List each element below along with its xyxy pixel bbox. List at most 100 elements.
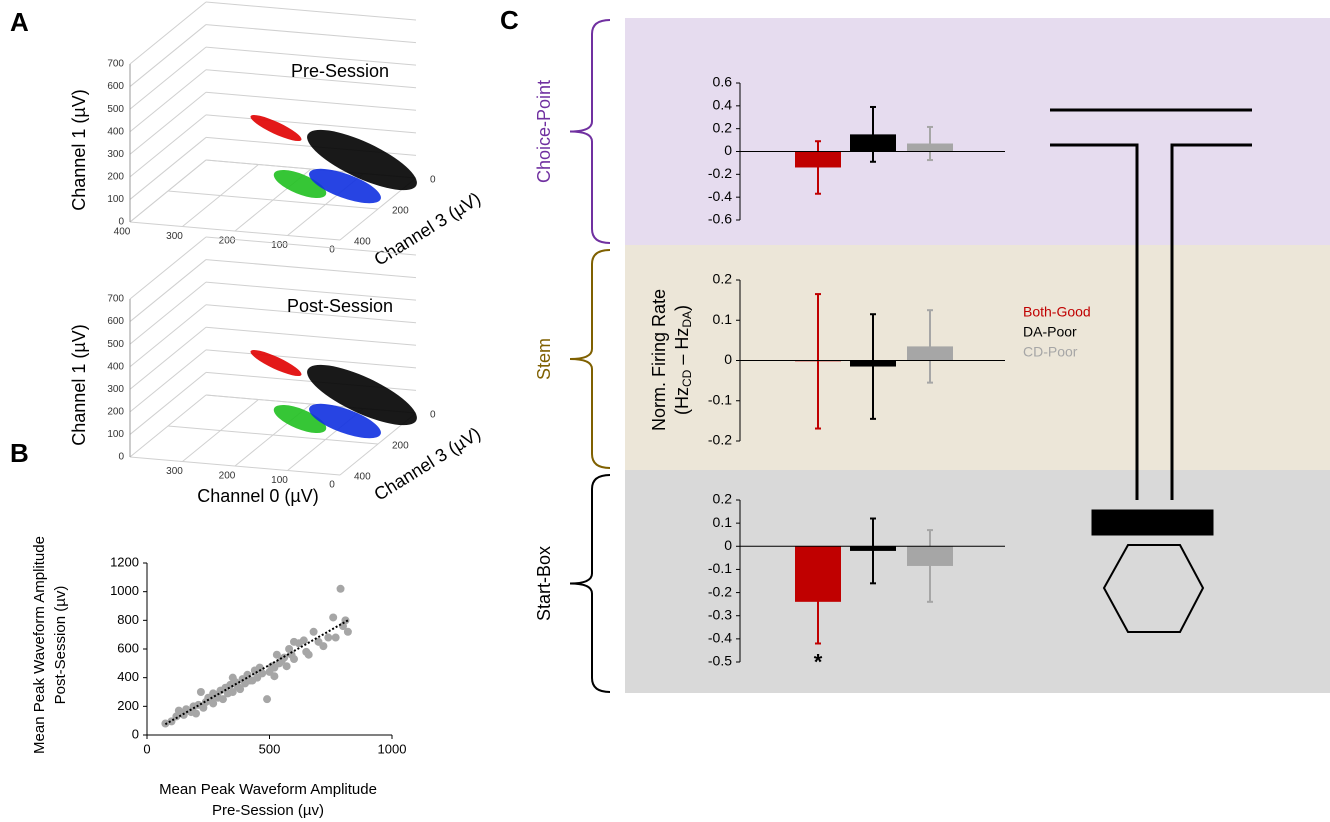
y-tick-label: -0.4 [708,188,732,204]
legend-entry: Both-Good [1023,304,1091,320]
y-tick-label: -0.2 [708,165,732,181]
point-cloud [250,349,302,377]
stem-region [625,245,1330,470]
grid-line [205,304,417,324]
y-tick-label: 0 [724,142,732,158]
annotation: * [814,649,823,674]
grid-line [205,1,417,21]
y-axis-label: (HzCD – HzDA) [672,305,694,415]
region-label: Start-Box [534,546,554,621]
x-axis-label: Pre-Session (µv) [212,802,324,819]
z-tick-label: 500 [107,104,124,115]
y-tick-label: -0.4 [708,630,732,646]
y-axis-label: Channel 3 (µV) [371,188,485,269]
y-axis-label: Norm. Firing Rate [649,289,669,431]
region-bracket [569,19,611,244]
point-cloud [309,403,381,439]
z-tick-label: 200 [107,406,124,417]
grid-line [129,114,207,178]
legend-entry: CD-Poor [1023,344,1078,360]
z-tick-label: 400 [107,361,124,372]
grid-line [129,69,207,133]
panel-label: A [10,7,29,37]
grid-line [129,372,207,435]
grid-line [129,137,207,200]
plot-3d: 0 100 200 300 400 500 600 700 300 200 100 0 0 200 400 P… [69,236,485,506]
choice-point-region [625,18,1330,245]
grid-line [205,114,417,134]
y-tick-label: 200 [392,441,409,452]
x-tick-label: 0 [329,245,335,256]
point-cloud [273,170,327,198]
z-tick-label: 500 [107,339,124,350]
z-tick-label: 400 [107,126,124,137]
y-tick-label: -0.2 [708,583,732,599]
x-axis-label: Channel 0 (µV) [197,486,318,506]
x-tick-label: 200 [219,471,236,482]
y-tick-label: -0.5 [708,653,732,669]
grid-line [129,281,207,345]
point [228,673,237,682]
z-tick-label: 700 [107,294,124,305]
z-tick-label: 600 [107,81,124,92]
point [263,695,272,704]
point [309,627,318,636]
point [324,633,333,642]
z-axis-label: Channel 1 (µV) [69,89,89,210]
y-tick-label: 1200 [110,554,139,569]
x-tick-label: 0 [329,480,335,491]
point [343,627,352,636]
z-tick-label: 100 [107,194,124,205]
y-tick-label: 400 [117,669,139,684]
point [331,633,340,642]
point [282,662,291,671]
grid-line [205,326,417,346]
x-tick-label: 400 [114,227,131,238]
point [290,655,298,664]
point [272,650,281,659]
point [329,613,338,622]
grid-line [129,91,207,155]
region-label: Stem [534,338,554,380]
y-tick-label: 800 [117,612,139,627]
point-cloud [309,168,381,204]
grid-line [129,456,341,476]
y-tick-label: 400 [354,472,371,483]
grid-line [129,304,207,368]
x-tick-label: 1000 [378,741,407,756]
y-tick-label: 200 [117,698,139,713]
z-tick-label: 0 [118,452,124,463]
point-cloud [273,405,327,433]
y-tick-label: 0.2 [713,491,733,507]
z-tick-label: 300 [107,384,124,395]
y-tick-label: 0.1 [713,311,733,327]
grid-line [205,46,417,66]
panel-label: C [500,5,519,35]
grid-line [205,24,417,44]
x-tick-label: 300 [166,231,183,242]
point [304,650,313,659]
region-bracket [569,474,611,693]
grid-line [129,1,207,65]
grid-line [167,190,379,210]
grid-line [167,425,379,445]
y-axis-label-part: (Hz [672,387,692,415]
x-tick-label: 200 [219,236,236,247]
x-tick-label: 0 [143,741,150,756]
y-tick-label: 0.6 [713,74,733,90]
point [336,584,345,593]
maze-diagram [1050,108,1252,633]
start-box-region [625,470,1330,693]
point-cloud [307,129,417,191]
y-tick-label: -0.3 [708,606,732,622]
y-tick-label: 0.2 [713,271,733,287]
z-tick-label: 200 [107,171,124,182]
y-tick-label: 0 [724,351,732,367]
y-axis-label: Channel 3 (µV) [371,423,485,504]
y-tick-label: 600 [117,640,139,655]
point [248,676,257,685]
grid-line [129,24,207,87]
fit-line [164,619,349,726]
y-tick-label: 0.2 [713,119,733,135]
y-axis-label-part: CD [680,369,694,387]
